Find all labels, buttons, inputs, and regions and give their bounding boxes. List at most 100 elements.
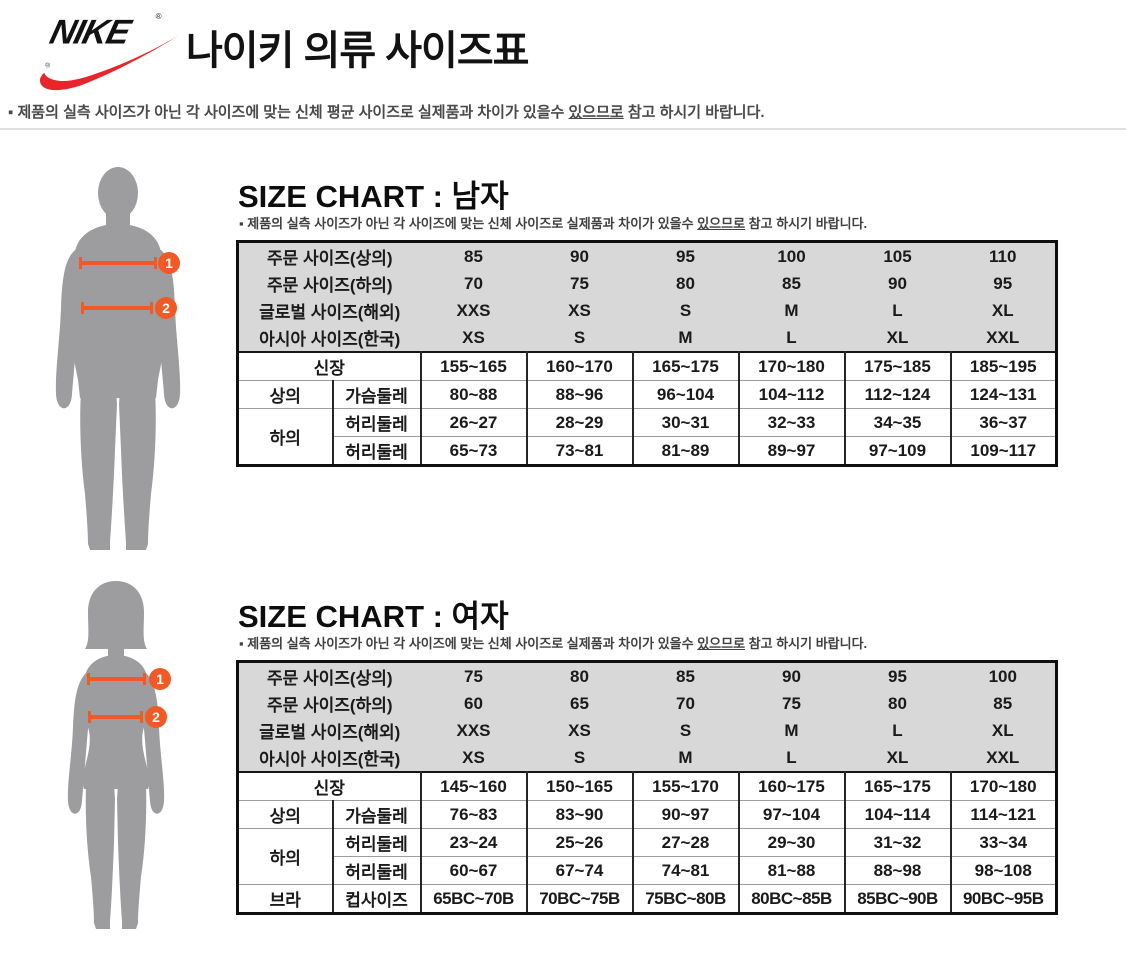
cell: L xyxy=(738,744,845,772)
cell: 67~74 xyxy=(525,856,634,885)
cell: 160~170 xyxy=(525,351,634,381)
note-text-underlined: 있으므로 xyxy=(697,216,746,231)
cell: 160~175 xyxy=(737,771,846,801)
nike-logo-svg: NIKE ® ® xyxy=(39,12,179,91)
cell: XS xyxy=(526,297,633,324)
table-row: 신장 155~165 160~170 165~175 170~180 175~1… xyxy=(236,351,1058,381)
note-text-pre: 제품의 실측 사이즈가 아닌 각 사이즈에 맞는 신체 사이즈로 실제품과 차이… xyxy=(247,636,698,651)
row-label: 가슴둘레 xyxy=(331,380,422,409)
waist-measure-line: 2 xyxy=(88,706,167,728)
cell: 29~30 xyxy=(737,828,846,857)
cell: 34~35 xyxy=(843,408,952,437)
cell: 74~81 xyxy=(631,856,740,885)
cell: 85BC~90B xyxy=(843,884,952,914)
cell: L xyxy=(844,717,951,744)
row-label: 주문 사이즈(하의) xyxy=(237,690,421,717)
cell: 90 xyxy=(526,241,633,270)
cell: 73~81 xyxy=(525,436,634,466)
cell: 33~34 xyxy=(949,828,1058,857)
cell: XL xyxy=(844,324,951,352)
cell: XL xyxy=(844,744,951,772)
cell: 165~175 xyxy=(843,771,952,801)
table-row: 브라 컵사이즈 65BC~70B 70BC~75B 75BC~80B 80BC~… xyxy=(236,884,1058,914)
cell: 23~24 xyxy=(419,828,528,857)
table-row: 허리둘레 60~67 67~74 74~81 81~88 88~98 98~10… xyxy=(238,856,1058,885)
row-label: 신장 xyxy=(236,771,422,801)
group-label: 상의 xyxy=(236,800,334,829)
table-row: 상의 가슴둘레 80~88 88~96 96~104 104~112 112~1… xyxy=(236,380,1058,409)
cell: 75 xyxy=(738,690,845,717)
cell: S xyxy=(632,717,739,744)
cell: 75BC~80B xyxy=(631,884,740,914)
cell: 27~28 xyxy=(631,828,740,857)
cell: L xyxy=(738,324,845,352)
cell: 110 xyxy=(950,241,1057,270)
cell: 60~67 xyxy=(419,856,528,885)
row-label: 주문 사이즈(상의) xyxy=(237,661,421,690)
cell: 145~160 xyxy=(419,771,528,801)
cell: M xyxy=(632,324,739,352)
cell: 95 xyxy=(844,661,951,690)
row-label: 허리둘레 xyxy=(331,828,422,857)
cell: 165~175 xyxy=(631,351,740,381)
waist-measure-line: 2 xyxy=(81,297,177,319)
row-label: 주문 사이즈(상의) xyxy=(237,241,421,270)
cell: S xyxy=(632,297,739,324)
cell: 28~29 xyxy=(525,408,634,437)
group-label: 하의 xyxy=(236,828,334,885)
men-size-table: 주문 사이즈(상의) 85 90 95 100 105 110 주문 사이즈(하… xyxy=(236,240,1058,467)
row-label: 컵사이즈 xyxy=(331,884,422,914)
cell: 85 xyxy=(950,690,1057,717)
men-size-table-wrap: 주문 사이즈(상의) 85 90 95 100 105 110 주문 사이즈(하… xyxy=(236,240,1058,467)
cell: 97~109 xyxy=(843,436,952,466)
chest-measure-line: 1 xyxy=(87,668,171,690)
men-section-note: ▪ 제품의 실측 사이즈가 아닌 각 사이즈에 맞는 신체 사이즈로 실제품과 … xyxy=(239,213,867,232)
male-body-figure: 1 2 xyxy=(44,166,194,557)
cell: 65 xyxy=(526,690,633,717)
note-text-post: 참고 하시기 바랍니다. xyxy=(745,636,868,651)
cell: 112~124 xyxy=(843,380,952,409)
svg-text:1: 1 xyxy=(156,671,164,687)
cell: M xyxy=(738,297,845,324)
waist-measure-badge xyxy=(155,297,177,319)
cell: XXL xyxy=(950,744,1057,772)
cell: 95 xyxy=(950,270,1057,297)
cell: 80 xyxy=(526,661,633,690)
cell: S xyxy=(526,324,633,352)
table-row: 주문 사이즈(상의) 75 80 85 90 95 100 xyxy=(237,661,1057,690)
men-section-title: SIZE CHART : 남자 xyxy=(238,179,509,214)
cell: 150~165 xyxy=(525,771,634,801)
cell: 81~89 xyxy=(631,436,740,466)
cell: 104~112 xyxy=(737,380,846,409)
svg-text:1: 1 xyxy=(165,255,173,271)
cell: 30~31 xyxy=(631,408,740,437)
cell: 175~185 xyxy=(843,351,952,381)
cell: 88~96 xyxy=(525,380,634,409)
cell: XXS xyxy=(420,717,527,744)
cell: 95 xyxy=(632,241,739,270)
row-label: 허리둘레 xyxy=(331,856,422,885)
note-text-pre: 제품의 실측 사이즈가 아닌 각 사이즈에 맞는 신체 평균 사이즈로 실제품과… xyxy=(17,104,569,121)
note-text-post: 참고 하시기 바랍니다. xyxy=(623,104,765,121)
cell: 26~27 xyxy=(419,408,528,437)
cell: 155~170 xyxy=(631,771,740,801)
female-silhouette-svg: 1 2 xyxy=(67,581,171,929)
male-silhouette xyxy=(55,167,181,550)
nike-swoosh-icon xyxy=(39,35,179,91)
row-label: 글로벌 사이즈(해외) xyxy=(237,717,421,744)
note-text-pre: 제품의 실측 사이즈가 아닌 각 사이즈에 맞는 신체 사이즈로 실제품과 차이… xyxy=(247,216,698,231)
cell: 70 xyxy=(420,270,527,297)
cell: 65BC~70B xyxy=(419,884,528,914)
header-divider xyxy=(0,128,1126,130)
female-body-figure: 1 2 xyxy=(40,579,192,936)
table-row: 상의 가슴둘레 76~83 83~90 90~97 97~104 104~114… xyxy=(236,800,1058,829)
cell: 98~108 xyxy=(949,856,1058,885)
cell: 124~131 xyxy=(949,380,1058,409)
cell: 32~33 xyxy=(737,408,846,437)
table-row: 허리둘레 65~73 73~81 81~89 89~97 97~109 109~… xyxy=(238,436,1058,466)
cell: 80BC~85B xyxy=(737,884,846,914)
cell: 90 xyxy=(738,661,845,690)
cell: M xyxy=(738,717,845,744)
chest-measure-badge xyxy=(158,252,180,274)
